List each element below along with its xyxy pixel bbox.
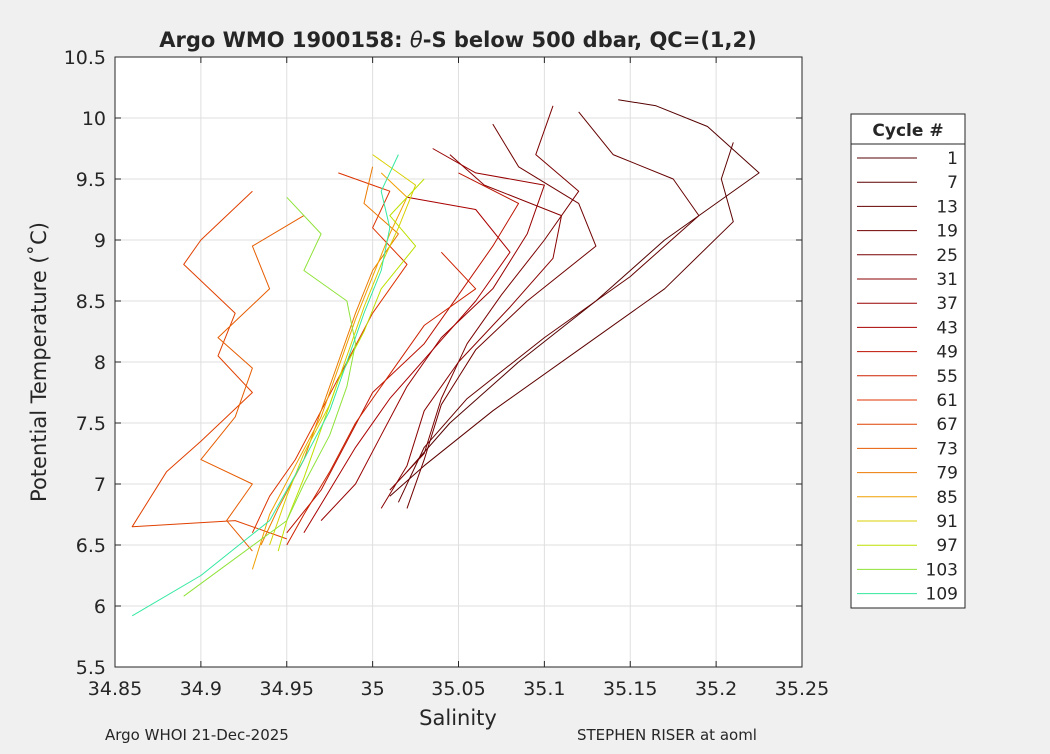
series-line-cycle-19	[406, 123, 597, 509]
series-line-cycle-49	[286, 172, 520, 534]
series-line-cycle-97	[277, 178, 425, 552]
legend-entry-label: 49	[936, 343, 958, 363]
series-line-cycle-109	[131, 154, 399, 617]
series-line-cycle-61	[251, 172, 408, 534]
x-tick-label: 35	[361, 678, 385, 700]
series-line-cycle-1	[406, 99, 760, 473]
legend-entry-label: 61	[936, 391, 958, 411]
y-tick-label: 7.5	[76, 413, 106, 435]
series-line-cycle-55	[286, 251, 477, 546]
legend-entry-label: 55	[936, 367, 958, 387]
series-line-cycle-37	[320, 148, 545, 521]
legend-box	[850, 113, 966, 609]
y-tick-label: 9	[94, 230, 106, 252]
chart-title-suffix: -S below 500 dbar, QC=(1,2)	[423, 28, 757, 52]
legend-entry-label: 73	[936, 439, 958, 459]
y-tick-label: 6.5	[76, 535, 106, 557]
series-line-cycle-31	[380, 154, 562, 509]
legend-entry-label: 7	[947, 173, 958, 193]
x-tick-label: 35.05	[431, 678, 485, 700]
y-ticks: 5.5 6 6.5 7 7.5 8 8.5 9 9.5 10 10.5	[64, 47, 802, 679]
legend-entry-label: 103	[926, 560, 958, 580]
footer-right: STEPHEN RISER at aoml	[577, 726, 757, 744]
legend-entry-label: 37	[936, 294, 958, 314]
legend-entry-label: 43	[936, 318, 958, 338]
y-tick-label: 8	[94, 352, 106, 374]
series-line-cycle-79	[260, 166, 399, 546]
series-line-cycle-43	[303, 196, 511, 534]
legend-title: Cycle #	[872, 121, 943, 141]
series-line-cycle-85	[251, 172, 408, 570]
x-ticks: 34.85 34.9 34.95 35 35.05 35.1 35.15 35.2 35.25	[88, 57, 829, 700]
legend-entry-label: 1	[947, 149, 958, 169]
chart-title-theta: θ	[410, 28, 423, 52]
series-line-cycle-13	[397, 111, 700, 503]
x-axis-label: Salinity	[419, 706, 497, 730]
y-tick-label: 10	[82, 108, 106, 130]
legend-entry-label: 67	[936, 415, 958, 435]
x-tick-label: 34.9	[180, 678, 222, 700]
legend-entry-label: 85	[936, 488, 958, 508]
x-tick-label: 35.15	[603, 678, 657, 700]
legend-entries: 1 7 13 19 25 31 37 43 49 55 61 67 73 79 85 91 97 103 109	[857, 149, 958, 605]
legend-entry-label: 91	[936, 512, 958, 532]
series-line-cycle-7	[389, 142, 734, 497]
x-tick-label: 34.85	[88, 678, 142, 700]
legend-entry-label: 19	[936, 222, 958, 242]
chart-title-prefix: Argo WMO 1900158:	[159, 28, 410, 52]
x-tick-label: 35.25	[775, 678, 829, 700]
legend-entry-label: 25	[936, 246, 958, 266]
legend-entry-label: 13	[936, 197, 958, 217]
y-tick-label: 5.5	[76, 657, 106, 679]
footer-left: Argo WHOI 21-Dec-2025	[105, 726, 289, 744]
y-tick-label: 7	[94, 474, 106, 496]
y-tick-label: 8.5	[76, 291, 106, 313]
series-layer	[131, 99, 760, 617]
legend-entry-label: 79	[936, 464, 958, 484]
x-tick-label: 35.1	[523, 678, 565, 700]
y-tick-label: 9.5	[76, 169, 106, 191]
y-axis-label: Potential Temperature (˚C)	[27, 222, 51, 502]
series-line-cycle-67	[131, 190, 287, 540]
x-tick-label: 34.95	[260, 678, 314, 700]
legend-entry-label: 31	[936, 270, 958, 290]
series-line-cycle-25	[389, 105, 580, 491]
y-tick-label: 6	[94, 596, 106, 618]
legend: Cycle # 1 7 13 19 25 31 37 43 49 55 61 67 73 79 85 91 97…	[850, 113, 966, 609]
series-line-cycle-103	[183, 196, 356, 597]
y-tick-label: 10.5	[64, 47, 106, 69]
series-line-cycle-73	[200, 215, 305, 552]
legend-entry-label: 97	[936, 536, 958, 556]
chart-title: Argo WMO 1900158: θ-S below 500 dbar, QC…	[159, 28, 756, 52]
legend-entry-label: 109	[926, 585, 958, 605]
x-tick-label: 35.2	[695, 678, 737, 700]
